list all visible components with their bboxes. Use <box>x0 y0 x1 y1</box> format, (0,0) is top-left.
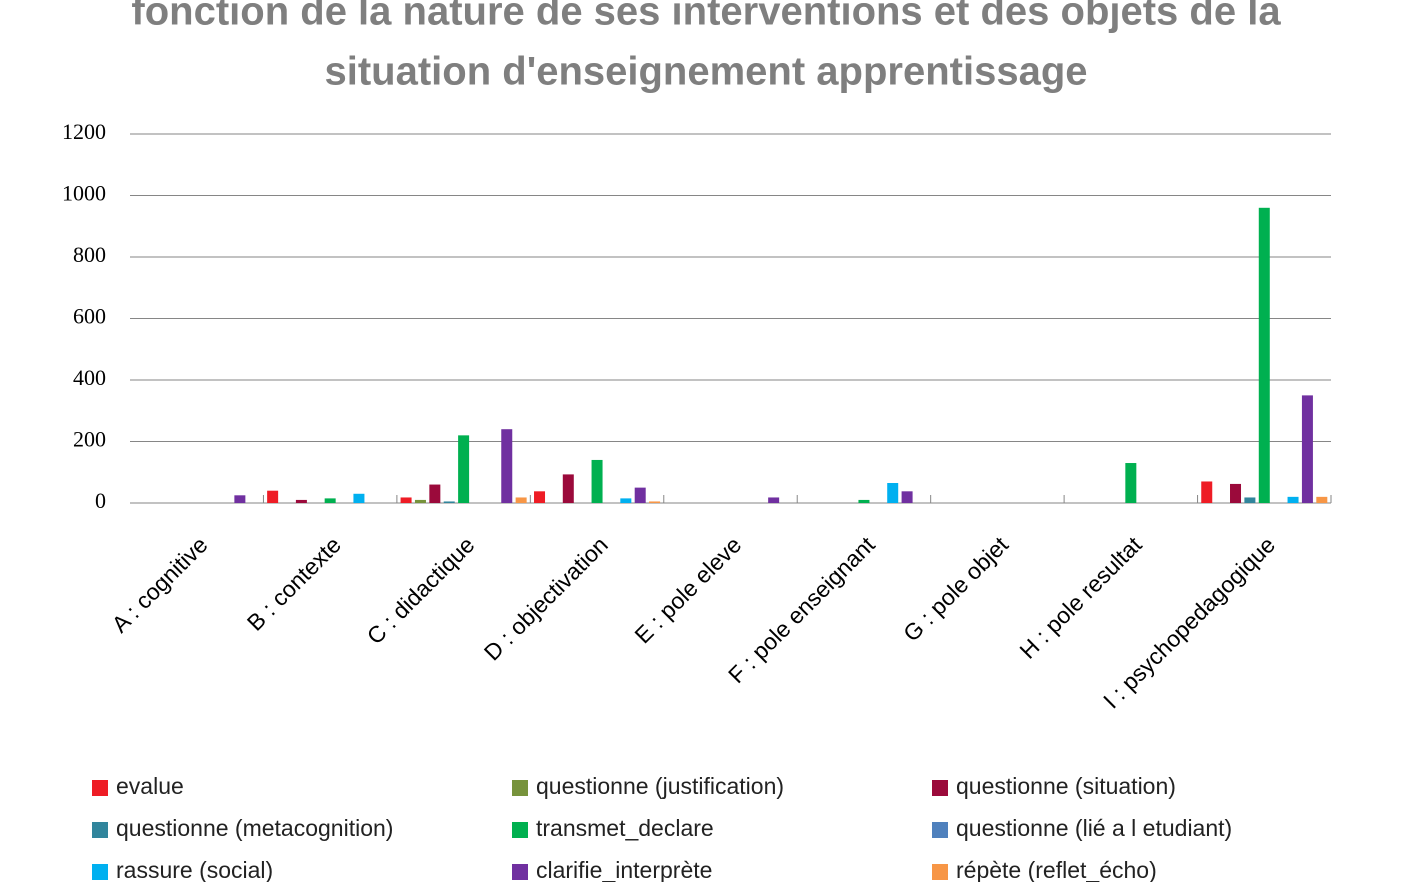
legend-label: répète (reflet_écho) <box>956 857 1157 882</box>
bar <box>620 498 632 503</box>
y-tick-label: 1200 <box>62 119 106 144</box>
x-tick-label: H : pole resultat <box>1014 531 1147 664</box>
bar <box>1230 483 1242 503</box>
bar <box>1287 496 1299 503</box>
bar <box>591 459 603 503</box>
bar <box>501 429 513 503</box>
bar <box>458 435 470 503</box>
y-tick-label: 0 <box>95 488 106 513</box>
chart-title: situation d'enseignement apprentissage <box>324 50 1087 94</box>
y-tick-label: 1000 <box>62 181 106 206</box>
x-tick-label: C : didactique <box>362 531 480 649</box>
bar <box>1201 481 1213 503</box>
legend-label: questionne (metacognition) <box>116 815 393 841</box>
x-tick-label: D : objectivation <box>479 531 613 665</box>
x-tick-label: F : pole enseignant <box>723 531 880 688</box>
bar <box>1244 497 1256 503</box>
bar <box>534 491 546 503</box>
bar <box>414 499 426 503</box>
y-tick-label: 800 <box>73 242 106 267</box>
bar <box>267 490 279 503</box>
legend-label: questionne (justification) <box>536 773 784 799</box>
legend-swatch <box>512 822 528 838</box>
x-tick-label: E : pole eleve <box>629 531 746 648</box>
legend-swatch <box>92 822 108 838</box>
bar <box>1258 207 1270 504</box>
legend-swatch <box>932 780 948 796</box>
bar <box>400 497 412 503</box>
x-tick-label: G : pole objet <box>898 531 1014 647</box>
bar <box>887 483 899 503</box>
legend-swatch <box>512 780 528 796</box>
bar <box>324 498 336 503</box>
bar <box>1301 395 1313 503</box>
legend-label: transmet_declare <box>536 815 714 841</box>
legend-label: questionne (lié a l etudiant) <box>956 815 1232 841</box>
bar <box>515 497 527 503</box>
legend-label: clarifie_interprète <box>536 857 712 882</box>
bar <box>768 497 780 503</box>
legend-swatch <box>92 780 108 796</box>
legend-swatch <box>92 864 108 880</box>
x-tick-label: A : cognitive <box>106 531 212 637</box>
y-tick-label: 400 <box>73 365 106 390</box>
y-tick-label: 200 <box>73 427 106 452</box>
bar <box>562 474 574 503</box>
bar <box>429 484 441 503</box>
bar <box>353 493 365 503</box>
x-tick-label: B : contexte <box>242 531 346 635</box>
bar <box>649 501 661 503</box>
bar <box>295 499 307 503</box>
legend-swatch <box>512 864 528 880</box>
chart-title: fonction de la nature de ses interventio… <box>131 0 1281 34</box>
bar <box>1125 463 1137 503</box>
legend-swatch <box>932 822 948 838</box>
bar <box>234 495 246 503</box>
bar <box>1316 496 1328 503</box>
legend-label: evalue <box>116 773 184 799</box>
bar <box>443 501 455 503</box>
bar <box>901 491 913 503</box>
legend-label: questionne (situation) <box>956 773 1176 799</box>
bar <box>634 487 646 503</box>
legend-swatch <box>932 864 948 880</box>
legend-label: rassure (social) <box>116 857 273 882</box>
bar <box>858 499 870 503</box>
y-tick-label: 600 <box>73 304 106 329</box>
